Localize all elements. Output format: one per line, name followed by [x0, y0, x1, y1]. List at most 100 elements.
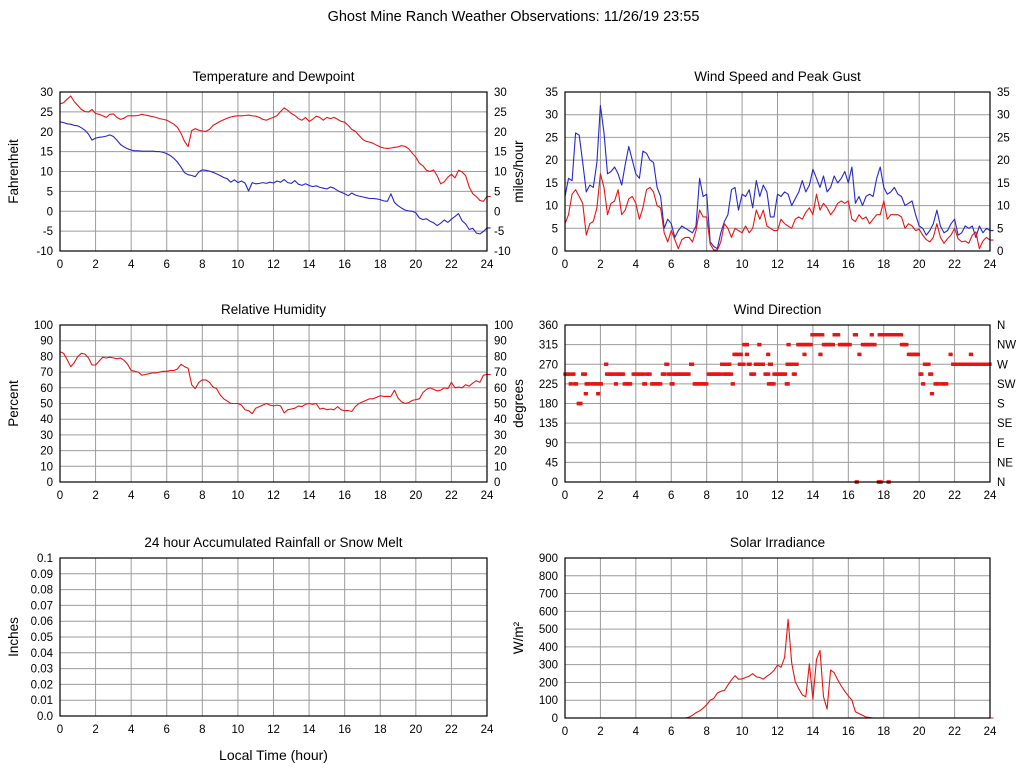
svg-text:45: 45 [545, 457, 558, 469]
rainfall-y-axis-label: Inches [6, 617, 21, 657]
svg-text:10: 10 [545, 201, 558, 213]
wind_speed-title: Wind Speed and Peak Gust [694, 69, 861, 84]
solar-title: Solar Irradiance [730, 535, 825, 550]
svg-text:15: 15 [997, 178, 1010, 190]
svg-text:16: 16 [338, 490, 351, 502]
svg-text:20: 20 [913, 490, 926, 502]
svg-text:10: 10 [232, 490, 245, 502]
svg-text:20: 20 [913, 259, 926, 271]
svg-text:80: 80 [40, 351, 53, 363]
svg-text:24: 24 [481, 490, 494, 502]
rainfall-chart-svg: 0.0 0.01 0.02 0.03 0.04 0.05 0.06 0.07 0.08 0.09 0… [6, 535, 494, 763]
rainfall-title: 24 hour Accumulated Rainfall or Snow Mel… [144, 535, 402, 550]
svg-text:2: 2 [597, 490, 603, 502]
svg-text:30: 30 [40, 430, 53, 442]
svg-text:315: 315 [539, 340, 558, 352]
svg-text:500: 500 [539, 624, 558, 636]
svg-text:4: 4 [128, 490, 135, 502]
svg-text:16: 16 [842, 490, 855, 502]
svg-text:0.06: 0.06 [31, 616, 53, 628]
svg-text:0: 0 [552, 713, 558, 725]
svg-text:0.03: 0.03 [31, 664, 53, 676]
svg-text:90: 90 [494, 336, 507, 348]
svg-text:N: N [997, 320, 1005, 332]
svg-text:10: 10 [40, 167, 53, 179]
svg-text:5: 5 [552, 223, 558, 235]
svg-text:2: 2 [92, 724, 98, 736]
svg-text:10: 10 [997, 201, 1010, 213]
plot-border [59, 557, 488, 717]
panel-solar: 0 100 200 300 400 500 600 700 800 900 0 2 4 6 8 10 12 14 1… [509, 528, 1027, 772]
svg-text:NE: NE [997, 457, 1013, 469]
svg-text:270: 270 [539, 359, 558, 371]
svg-text:20: 20 [997, 155, 1010, 167]
svg-text:25: 25 [545, 132, 558, 144]
svg-text:0: 0 [562, 726, 568, 738]
svg-text:18: 18 [374, 490, 387, 502]
svg-text:2: 2 [597, 259, 603, 271]
svg-text:0: 0 [562, 259, 568, 271]
plot-border [59, 324, 488, 483]
svg-text:6: 6 [164, 724, 170, 736]
svg-text:6: 6 [164, 259, 170, 271]
svg-text:24: 24 [984, 259, 997, 271]
svg-text:0.05: 0.05 [31, 632, 53, 644]
plot-border [59, 91, 488, 252]
svg-text:30: 30 [494, 87, 507, 99]
svg-text:10: 10 [40, 461, 53, 473]
svg-text:0.09: 0.09 [31, 569, 53, 581]
svg-text:0: 0 [552, 477, 558, 489]
series-relative_humidity [59, 351, 491, 415]
svg-text:0.1: 0.1 [37, 553, 53, 565]
svg-text:-10: -10 [36, 246, 53, 258]
svg-text:12: 12 [267, 724, 280, 736]
wind_speed-y-axis-label: miles/hour [511, 140, 526, 203]
svg-text:12: 12 [771, 259, 784, 271]
svg-text:50: 50 [40, 399, 53, 411]
svg-text:10: 10 [232, 724, 245, 736]
svg-text:135: 135 [539, 418, 558, 430]
svg-text:90: 90 [545, 438, 558, 450]
svg-text:0.02: 0.02 [31, 679, 53, 691]
svg-text:900: 900 [539, 553, 558, 565]
svg-text:E: E [997, 438, 1005, 450]
svg-text:6: 6 [668, 490, 674, 502]
svg-text:8: 8 [199, 259, 205, 271]
svg-text:100: 100 [539, 695, 558, 707]
svg-text:40: 40 [494, 414, 507, 426]
svg-text:35: 35 [997, 87, 1010, 99]
svg-text:4: 4 [633, 726, 640, 738]
svg-text:24: 24 [984, 490, 997, 502]
svg-text:24: 24 [984, 726, 997, 738]
svg-text:25: 25 [40, 107, 53, 119]
svg-text:22: 22 [948, 259, 961, 271]
svg-text:22: 22 [445, 724, 458, 736]
svg-text:-5: -5 [494, 226, 504, 238]
svg-text:5: 5 [47, 186, 53, 198]
svg-text:22: 22 [948, 490, 961, 502]
svg-text:20: 20 [409, 490, 422, 502]
svg-text:S: S [997, 399, 1005, 411]
gridlines [60, 325, 487, 482]
svg-text:10: 10 [736, 490, 749, 502]
plot-border [564, 324, 991, 483]
svg-text:0: 0 [997, 246, 1003, 258]
series-dewpoint [59, 121, 491, 235]
svg-text:16: 16 [338, 724, 351, 736]
svg-text:10: 10 [494, 167, 507, 179]
svg-text:20: 20 [545, 155, 558, 167]
svg-text:14: 14 [303, 490, 316, 502]
svg-text:SW: SW [997, 379, 1016, 391]
svg-text:0: 0 [57, 259, 63, 271]
page-title: Ghost Mine Ranch Weather Observations: 1… [327, 9, 700, 25]
svg-text:800: 800 [539, 571, 558, 583]
svg-text:5: 5 [494, 186, 500, 198]
svg-text:18: 18 [877, 490, 890, 502]
svg-text:20: 20 [40, 127, 53, 139]
